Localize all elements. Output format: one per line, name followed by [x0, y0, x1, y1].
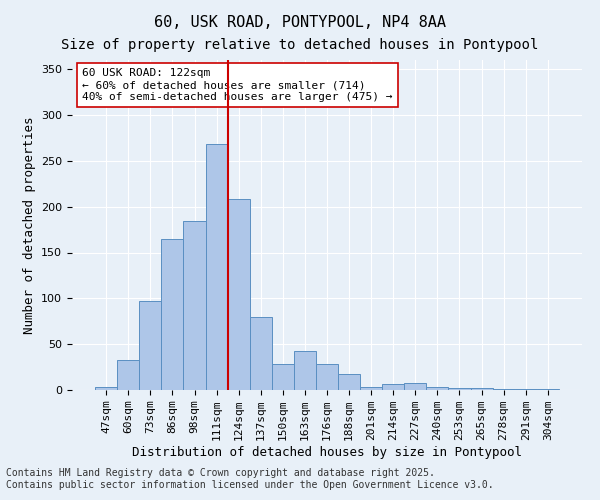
Bar — [515, 389, 537, 390]
Bar — [161, 239, 184, 390]
Bar — [206, 144, 227, 390]
Bar — [184, 222, 206, 390]
Bar — [404, 382, 427, 390]
Text: 60, USK ROAD, PONTYPOOL, NP4 8AA: 60, USK ROAD, PONTYPOOL, NP4 8AA — [154, 15, 446, 30]
Bar — [316, 364, 338, 390]
Bar — [448, 388, 470, 390]
Bar — [493, 389, 515, 390]
Bar — [139, 301, 161, 390]
Bar — [250, 316, 272, 390]
Text: 60 USK ROAD: 122sqm
← 60% of detached houses are smaller (714)
40% of semi-detac: 60 USK ROAD: 122sqm ← 60% of detached ho… — [82, 68, 392, 102]
Bar — [470, 388, 493, 390]
Bar — [382, 384, 404, 390]
Bar — [272, 364, 294, 390]
Bar — [227, 200, 250, 390]
Bar — [537, 389, 559, 390]
Bar — [360, 387, 382, 390]
Text: Size of property relative to detached houses in Pontypool: Size of property relative to detached ho… — [61, 38, 539, 52]
Bar — [294, 350, 316, 390]
Bar — [117, 360, 139, 390]
Bar — [95, 387, 117, 390]
Bar — [338, 374, 360, 390]
Bar — [427, 387, 448, 390]
Text: Contains HM Land Registry data © Crown copyright and database right 2025.
Contai: Contains HM Land Registry data © Crown c… — [6, 468, 494, 490]
X-axis label: Distribution of detached houses by size in Pontypool: Distribution of detached houses by size … — [132, 446, 522, 459]
Y-axis label: Number of detached properties: Number of detached properties — [23, 116, 35, 334]
